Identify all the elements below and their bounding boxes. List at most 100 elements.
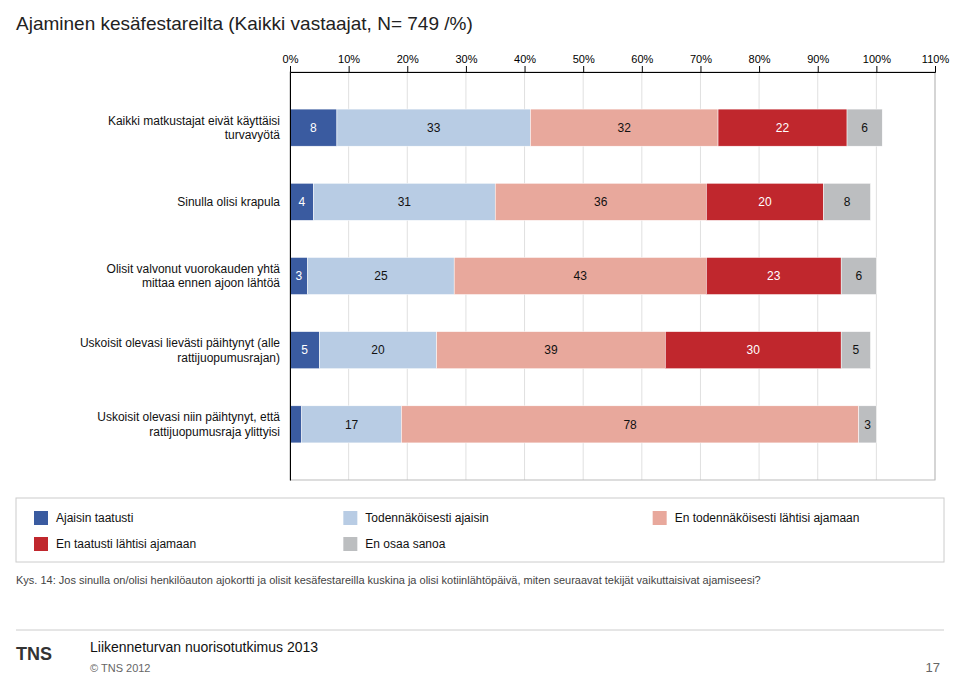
bar (665, 332, 841, 369)
tick-label: Sinulla olisi krapula (177, 195, 280, 209)
tick-mark (876, 66, 877, 72)
legend-swatch (653, 511, 667, 525)
tick: Olisit valvonut vuorokauden yhtämittaa e… (107, 262, 290, 290)
bar (308, 257, 455, 294)
x-axis: 0% 10% 20% 30% 40% 50% 60% 70% 80% 90% 100% 110% (283, 53, 950, 73)
bar (319, 332, 436, 369)
page-number: 17 (926, 660, 940, 675)
data-label: 39 (544, 343, 558, 357)
legend-label: Ajaisin taatusti (56, 511, 133, 525)
tick-mark (583, 66, 584, 72)
axis-line (291, 66, 936, 73)
tick-label: 110% (922, 53, 950, 65)
bar (290, 406, 302, 443)
tick-mark (700, 66, 701, 72)
tick: 30% (455, 53, 477, 72)
plot: 84353331252017323643397822202330686530%1… (80, 53, 949, 481)
tick: Kaikki matkustajat eivät käyttäisiturvav… (108, 114, 290, 142)
tick-mark (290, 66, 291, 72)
tick-label: 90% (807, 53, 829, 65)
data-labels: 8435333125201732364339782220233068653 (295, 121, 871, 432)
series (665, 109, 847, 369)
tick-mark (466, 66, 467, 72)
series (401, 109, 858, 443)
footer-rule (16, 630, 944, 631)
tick: 20% (397, 53, 419, 72)
bar (824, 183, 871, 220)
legend-swatch (34, 537, 48, 551)
tick: 80% (749, 53, 771, 72)
legend-swatch (343, 511, 357, 525)
bar (530, 109, 718, 146)
title: Ajaminen kesäfestareilta (Kaikki vastaaj… (16, 13, 473, 34)
chart: Ajaminen kesäfestareilta (Kaikki vastaaj… (0, 0, 960, 699)
footer-text: Liikenneturvan nuorisotutkimus 2013 (90, 639, 318, 655)
legend-item: Ajaisin taatusti (34, 511, 133, 525)
tick: 60% (631, 53, 653, 72)
tick: 10% (338, 53, 360, 72)
tick: 100% (863, 53, 891, 72)
data-label: 33 (427, 121, 441, 135)
bar (847, 109, 882, 146)
footnote: Kys. 14: Jos sinulla on/olisi henkilöaut… (16, 574, 761, 586)
legend-label: En todennäköisesti lähtisi ajamaan (675, 511, 860, 525)
tick: 0% (283, 53, 299, 72)
bar (437, 332, 666, 369)
data-label: 5 (301, 343, 308, 357)
tick-mark (818, 66, 819, 72)
legend-label: En taatusti lähtisi ajamaan (56, 537, 196, 551)
bar (302, 406, 402, 443)
bar (290, 257, 308, 294)
tick-label: 100% (863, 53, 891, 65)
tick-label: 70% (690, 53, 712, 65)
plot-frame (290, 72, 935, 480)
tick: 90% (807, 53, 829, 72)
tick-label: Kaikki matkustajat eivät käyttäisiturvav… (108, 114, 280, 142)
data-label: 22 (776, 121, 790, 135)
data-label: 4 (298, 195, 305, 209)
bar (290, 332, 319, 369)
data-label: 78 (623, 418, 637, 432)
tick-mark (407, 66, 408, 72)
legend-box (16, 498, 944, 562)
tick-mark (759, 66, 760, 72)
bars (290, 109, 882, 443)
tick: 40% (514, 53, 536, 72)
data-label: 8 (844, 195, 851, 209)
data-label: 25 (374, 269, 388, 283)
data-label: 31 (398, 195, 412, 209)
legend-swatch (343, 537, 357, 551)
data-label: 17 (345, 418, 359, 432)
bar (454, 257, 706, 294)
legend-swatch (34, 511, 48, 525)
legend-item: En osaa sanoa (343, 537, 445, 551)
bar (337, 109, 530, 146)
legend-item: Todennäköisesti ajaisin (343, 511, 488, 525)
grid (290, 72, 935, 480)
tick: 50% (573, 53, 595, 72)
tick: Uskoisit olevasi lievästi päihtynyt (all… (80, 336, 290, 364)
axis-line (290, 73, 291, 481)
data-label: 43 (574, 269, 588, 283)
copyright: © TNS 2012 (90, 662, 151, 674)
data-label: 3 (864, 418, 871, 432)
bar (841, 257, 876, 294)
tick-label: 0% (283, 53, 299, 65)
data-label: 30 (747, 343, 761, 357)
data-label: 6 (861, 121, 868, 135)
bar (313, 183, 495, 220)
bar (706, 183, 823, 220)
tick: 70% (690, 53, 712, 72)
data-label: 23 (767, 269, 781, 283)
bar (706, 257, 841, 294)
legend-label: Todennäköisesti ajaisin (365, 511, 488, 525)
series (824, 109, 883, 443)
tick-label: 60% (631, 53, 653, 65)
tick: Sinulla olisi krapula (177, 195, 290, 209)
legend: Ajaisin taatusti Todennäköisesti ajaisin E… (16, 498, 944, 562)
bar (290, 109, 337, 146)
tick: 110% (922, 53, 950, 72)
legend-item: En todennäköisesti lähtisi ajamaan (653, 511, 860, 525)
tick-mark (525, 66, 526, 72)
data-label: 20 (371, 343, 385, 357)
